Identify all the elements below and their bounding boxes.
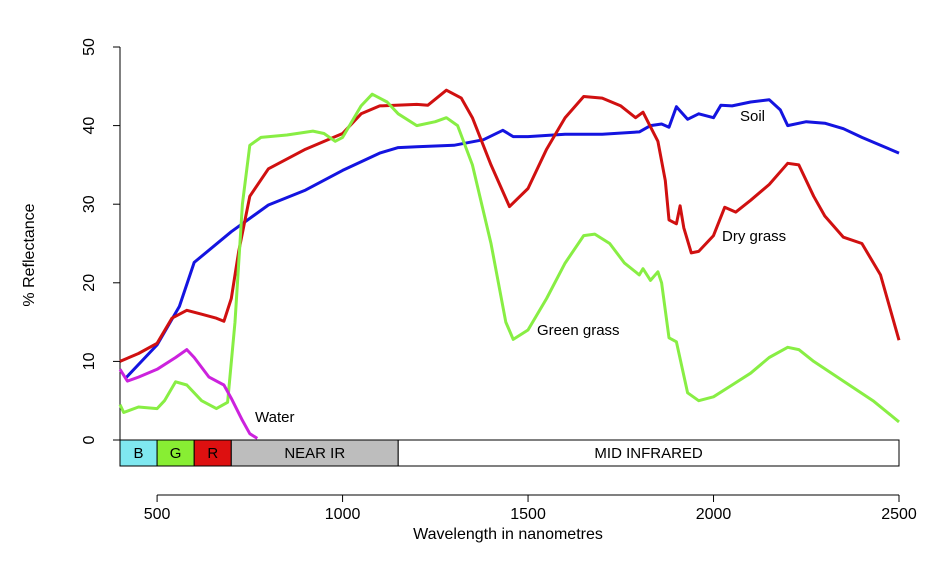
y-tick-label: 10 <box>81 352 98 370</box>
y-tick-label: 20 <box>81 274 98 292</box>
band-label: B <box>134 445 144 462</box>
band-label: MID INFRARED <box>594 445 703 462</box>
series-label: Dry grass <box>722 228 786 245</box>
series-label: Soil <box>740 108 765 125</box>
y-tick-label: 0 <box>81 435 98 444</box>
band-label: G <box>170 445 182 462</box>
x-tick-label: 500 <box>144 506 171 523</box>
band <box>119 439 158 467</box>
series-line <box>118 92 900 424</box>
band-label: R <box>207 445 218 462</box>
x-tick-label: 2500 <box>881 506 917 523</box>
series-line <box>124 98 900 379</box>
series-line <box>118 348 259 440</box>
band <box>397 439 900 467</box>
band <box>156 439 195 467</box>
y-axis-label: % Reflectance <box>21 203 38 306</box>
y-tick-label: 50 <box>81 38 98 56</box>
x-tick-label: 1500 <box>510 506 546 523</box>
band <box>193 439 232 467</box>
series-label: Green grass <box>537 322 620 339</box>
series-label: Water <box>255 409 294 426</box>
band-label: NEAR IR <box>284 445 345 462</box>
y-tick-label: 40 <box>81 117 98 135</box>
x-tick-label: 1000 <box>325 506 361 523</box>
series-line <box>119 88 901 363</box>
x-tick-label: 2000 <box>696 506 732 523</box>
x-axis-label: Wavelength in nanometres <box>413 526 603 543</box>
y-tick-label: 30 <box>81 195 98 213</box>
